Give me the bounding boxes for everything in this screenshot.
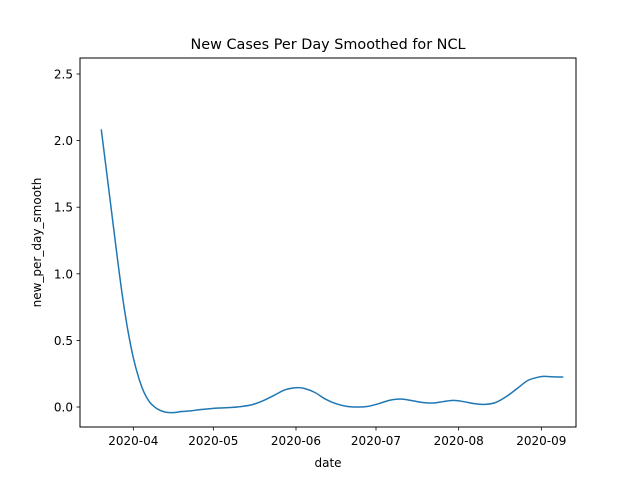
y-tick-label: 0.5 [54,334,73,348]
y-tick-label: 1.5 [54,201,73,215]
y-tick-label: 0.0 [54,401,73,415]
series-layer [100,129,564,414]
y-axis-label: new_per_day_smooth [30,178,44,308]
y-tick-label: 2.0 [54,134,73,148]
series-line-0 [100,129,564,414]
x-axis-label: date [314,456,341,470]
x-tick-label: 2020-06 [271,434,321,448]
y-tick-label: 1.0 [54,267,73,281]
x-tick-label: 2020-07 [351,434,401,448]
y-axis-ticks: 0.0 0.5 1.0 1.5 2.0 2.5 [54,67,80,415]
x-tick-label: 2020-08 [434,434,484,448]
chart-title: New Cases Per Day Smoothed for NCL [190,37,465,53]
x-tick-label: 2020-09 [516,434,566,448]
x-tick-label: 2020-05 [188,434,238,448]
y-tick-label: 2.5 [54,67,73,81]
x-tick-label: 2020-04 [108,434,158,448]
x-axis-ticks: 2020-04 2020-05 2020-06 2020-07 2020-08 2020-… [108,427,566,448]
plot-frame [79,57,577,428]
